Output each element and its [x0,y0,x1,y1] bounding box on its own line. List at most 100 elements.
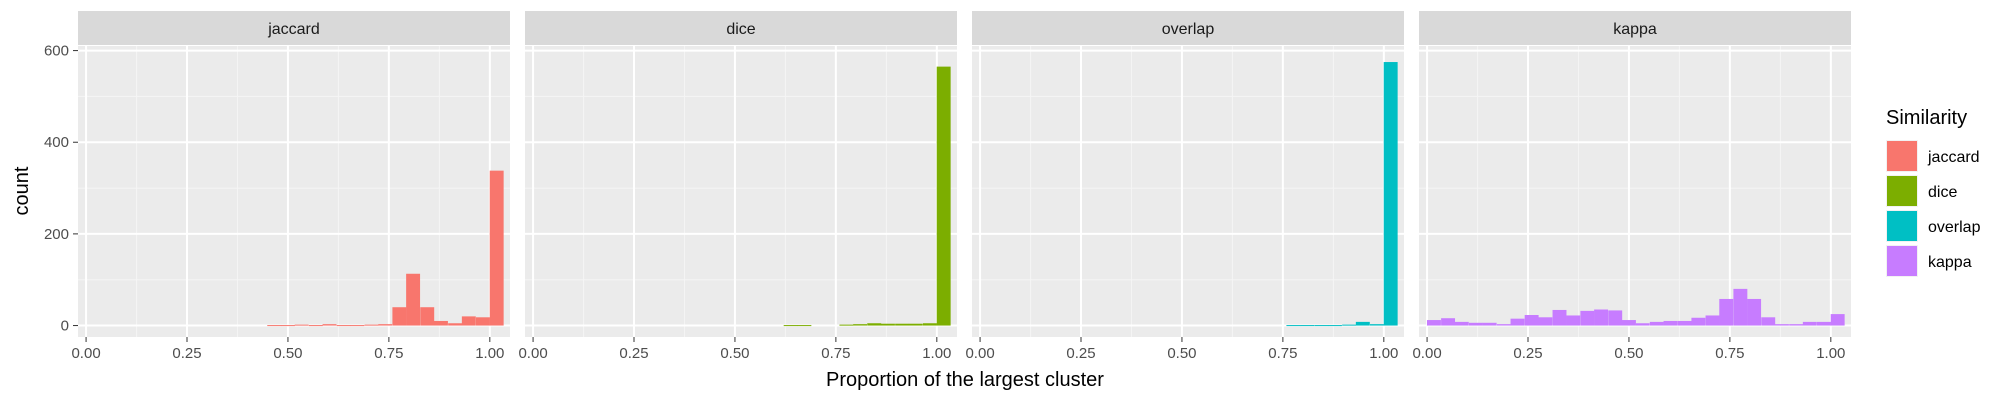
y-axis-title: count [11,166,33,215]
facet-strip-kappa [1419,11,1851,45]
panel-background [972,46,1404,337]
histogram-bar [1468,322,1483,326]
legend-key-overlap [1887,211,1917,241]
x-tick-label: 1.00 [475,345,504,362]
x-tick-label: 0.25 [1513,345,1542,362]
histogram-bar [420,307,435,326]
x-tick-label: 0.75 [1715,345,1744,362]
facet-label-jaccard: jaccard [267,21,320,38]
histogram-bar [461,316,476,326]
histogram-bar [1552,309,1567,326]
histogram-bar [1747,298,1762,326]
histogram-bar [1538,317,1553,326]
histogram-bar [1327,325,1342,327]
facet-strip-overlap [972,11,1404,45]
histogram-bar [895,323,910,326]
histogram-bar [378,324,393,326]
histogram-bar [853,324,868,326]
histogram-bar [880,323,895,326]
histogram-bar [797,325,812,327]
legend-label-dice: dice [1928,184,1957,201]
histogram-bar [294,324,309,326]
panel-dice: dice 0.00 0.25 0.50 0.75 1.00 [518,11,957,362]
x-tick-label: 0.25 [619,345,648,362]
facet-strip-dice [525,11,957,45]
histogram-bar [364,324,379,326]
x-tick-label: 0.00 [71,345,100,362]
histogram-bar [433,320,448,326]
histogram-bar [1594,309,1609,326]
histogram-bar [1369,324,1384,326]
histogram-bar [1355,321,1370,326]
legend-key-kappa [1887,246,1917,276]
histogram-bar [1580,310,1595,326]
histogram-bar [1314,325,1329,327]
legend-label-overlap: overlap [1928,219,1981,236]
histogram-bar [1830,314,1845,326]
x-tick-label: 0.50 [720,345,749,362]
x-tick-label: 0.00 [518,345,547,362]
histogram-bar [308,325,323,327]
x-tick-label: 1.00 [922,345,951,362]
histogram-bar [1441,318,1456,326]
histogram-bar [1663,320,1678,326]
histogram-bar [475,317,490,326]
x-tick-label: 0.25 [1066,345,1095,362]
histogram-bar [867,323,882,326]
panel-background [1419,46,1851,337]
x-tick-label: 0.75 [1268,345,1297,362]
histogram-bar [1677,320,1692,326]
histogram-bar [936,66,951,326]
histogram-bar [280,325,295,327]
x-axis-title: Proportion of the largest cluster [826,369,1104,391]
legend-title: Similarity [1886,107,1967,129]
histogram-bar [1705,315,1720,326]
y-tick-label: 0 [61,318,69,335]
x-tick-label: 0.25 [172,345,201,362]
histogram-bar [1621,320,1636,326]
histogram-bar [1510,318,1525,326]
histogram-bar [1482,322,1497,326]
histogram-bar [1342,324,1357,326]
histogram-bar [1454,321,1469,326]
x-tick-label: 1.00 [1369,345,1398,362]
legend-key-jaccard [1887,141,1917,171]
facet-strip-jaccard [78,11,510,45]
panel-background [78,46,510,337]
histogram-bar [322,324,337,326]
x-tick-label: 0.50 [273,345,302,362]
x-tick-label: 1.00 [1816,345,1845,362]
histogram-bar [1496,324,1511,326]
y-tick-label: 400 [44,134,69,151]
histogram-bar [267,325,282,327]
facet-label-dice: dice [726,21,755,38]
histogram-bar [1608,310,1623,326]
histogram-bar [1733,288,1748,326]
x-tick-label: 0.50 [1614,345,1643,362]
histogram-bar [1719,298,1734,326]
panel-background [525,46,957,337]
histogram-bar [839,324,854,326]
histogram-bar [1383,62,1398,326]
legend: Similarity jaccard dice overlap kappa [1886,107,1981,277]
histogram-bar [1774,324,1789,326]
y-tick-label: 600 [44,43,69,60]
legend-label-jaccard: jaccard [1927,149,1980,166]
x-tick-label: 0.75 [374,345,403,362]
histogram-bar [1286,325,1301,327]
legend-label-kappa: kappa [1928,254,1972,271]
histogram-bar [406,273,421,326]
histogram-bar [392,307,407,326]
histogram-bar [783,325,798,327]
legend-key-dice [1887,176,1917,206]
facet-label-kappa: kappa [1613,21,1657,38]
panel-overlap: overlap 0.00 0.25 0.50 0.75 1.00 [965,11,1404,362]
histogram-bar [448,323,463,326]
histogram-bar [922,323,937,326]
x-tick-label: 0.75 [821,345,850,362]
histogram-bar [1300,325,1315,327]
histogram-bar [336,325,351,327]
histogram-bar [1635,323,1650,326]
y-tick-label: 200 [44,226,69,243]
